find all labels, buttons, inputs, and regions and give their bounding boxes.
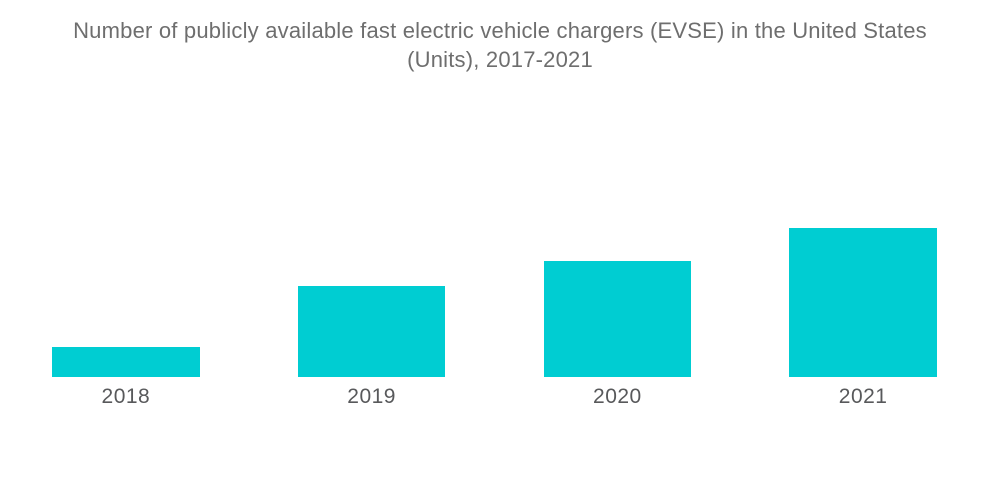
bar-2020[interactable] [543,260,692,377]
x-axis-label-2018: 2018 [101,385,151,408]
bar-2019[interactable] [297,285,446,377]
bar-column-2019 [249,80,495,377]
x-axis: 2018 2019 2020 2021 [3,385,986,409]
plot-area [3,80,986,377]
bar-column-2021 [740,80,986,377]
x-axis-label-2019: 2019 [347,385,396,408]
x-axis-label-2021: 2021 [838,385,888,408]
bar-column-2020 [495,80,741,377]
bar-2018[interactable] [52,347,200,377]
chart-title: Number of publicly available fast electr… [0,16,1000,74]
x-axis-label-2020: 2020 [593,385,642,408]
bar-2021[interactable] [789,227,937,377]
chart-title-line1: Number of publicly available fast electr… [73,18,927,43]
bar-column-2018 [3,80,249,377]
chart-title-line2: (Units), 2017-2021 [407,47,593,72]
